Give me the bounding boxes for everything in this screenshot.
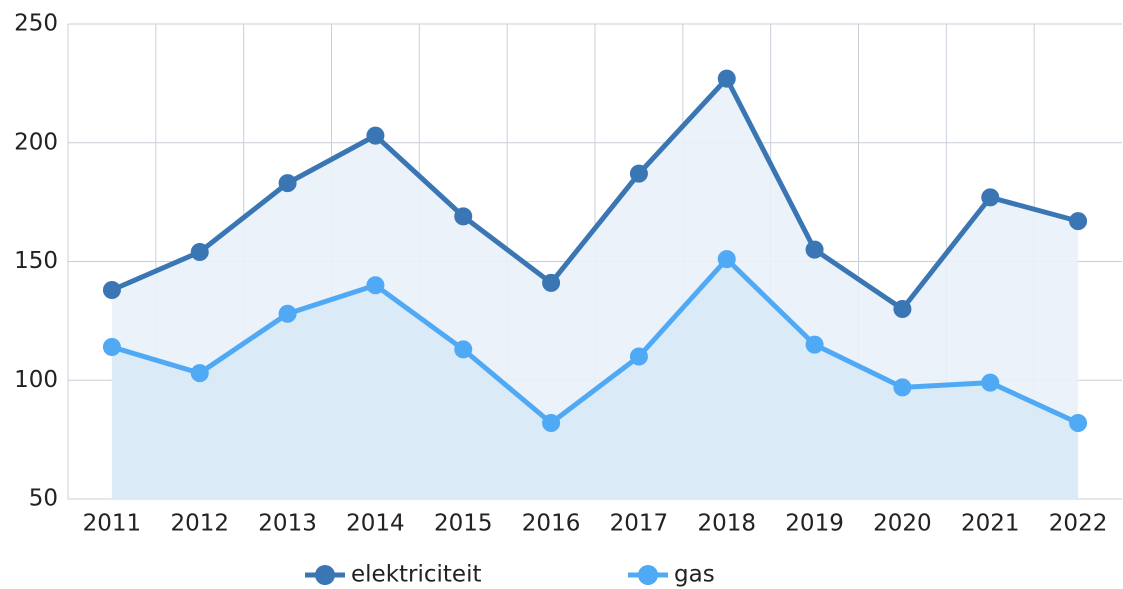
x-tick-label: 2014: [346, 511, 405, 537]
x-tick-label: 2011: [83, 511, 142, 537]
point: [102, 338, 121, 356]
x-tick-label: 2021: [961, 511, 1020, 537]
legend-label: elektriciteit: [351, 562, 482, 588]
y-tick-label: 50: [29, 486, 58, 512]
point: [278, 174, 297, 193]
x-tick-label: 2016: [522, 511, 581, 537]
y-tick-label: 250: [14, 11, 58, 37]
point: [542, 273, 561, 292]
point: [629, 347, 648, 366]
point: [102, 281, 121, 299]
point: [366, 126, 385, 145]
point: [893, 300, 912, 318]
line: [111, 256, 1080, 426]
point: [981, 373, 1000, 392]
point: [893, 378, 912, 397]
y-tick-label: 200: [14, 129, 58, 155]
point: [454, 340, 473, 359]
point: [366, 276, 385, 295]
x-tick-label: 2022: [1049, 511, 1108, 537]
legend-marker: [638, 565, 658, 585]
point: [805, 335, 824, 354]
point: [190, 243, 209, 261]
point: [542, 414, 561, 432]
point: [717, 69, 736, 88]
x-tick-label: 2017: [610, 511, 669, 537]
point: [190, 364, 209, 383]
x-tick-label: 2012: [170, 511, 229, 537]
point: [981, 188, 1000, 207]
x-tick-label: 2019: [785, 511, 844, 537]
point: [1069, 414, 1088, 432]
y-tick-label: 150: [14, 248, 58, 274]
point: [1069, 212, 1088, 231]
x-tick-label: 2013: [258, 511, 317, 537]
area: [111, 259, 1079, 499]
legend-marker: [315, 565, 335, 585]
x-tick-label: 2015: [434, 511, 493, 537]
line: [110, 76, 1079, 312]
y-tick-label: 100: [14, 367, 58, 393]
point: [805, 240, 824, 259]
legend-label: gas: [674, 562, 715, 588]
point: [629, 164, 648, 183]
x-tick-label: 2018: [697, 511, 756, 537]
x-tick-label: 2020: [873, 511, 932, 537]
point: [454, 207, 473, 226]
point: [278, 304, 297, 323]
point: [717, 250, 736, 269]
